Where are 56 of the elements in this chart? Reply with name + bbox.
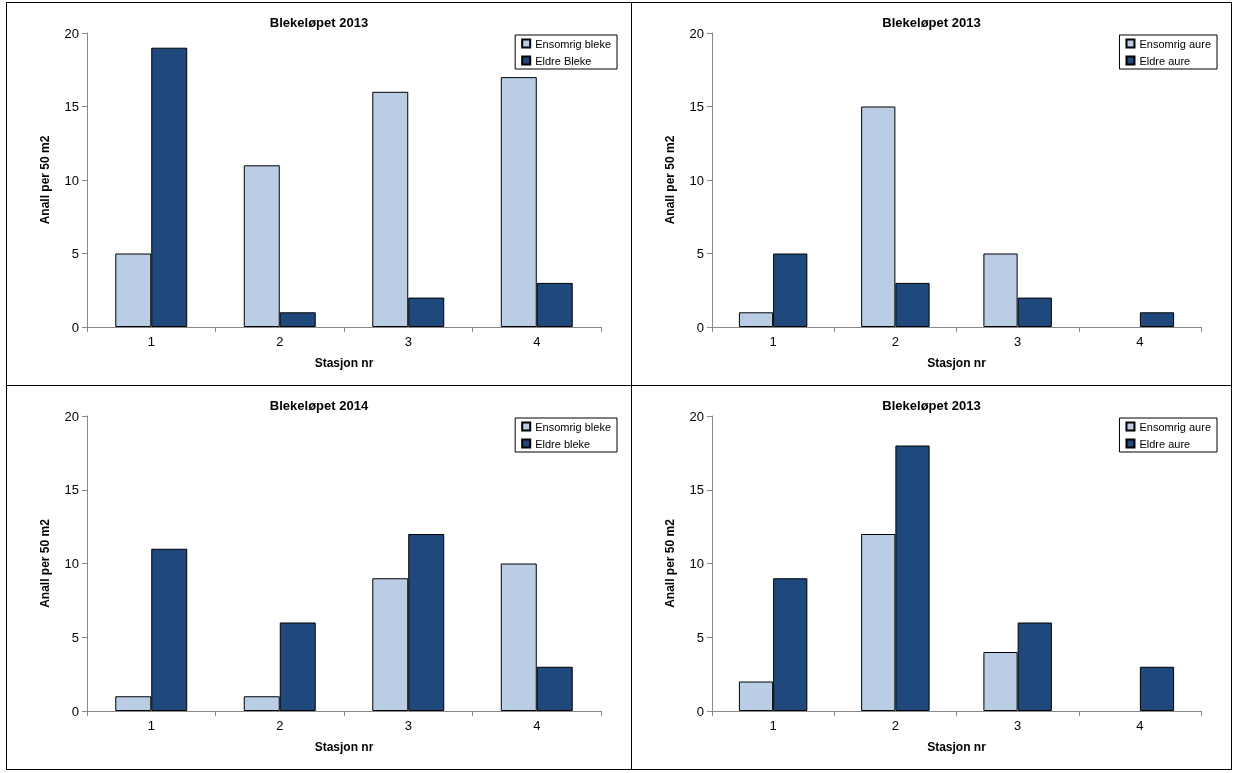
- y-axis-title: Anall per 50 m2: [663, 135, 677, 225]
- y-tick-label: 5: [71, 246, 79, 261]
- y-tick-label: 15: [64, 99, 79, 114]
- y-tick-label: 5: [696, 629, 704, 645]
- chart-title: Blekeløpet 2013: [269, 15, 369, 30]
- y-tick-label: 0: [71, 703, 79, 719]
- x-tick-label: 2: [891, 718, 899, 733]
- x-tick-label: 3: [1014, 334, 1022, 349]
- y-tick-label: 0: [696, 319, 704, 335]
- y-tick-label: 10: [64, 556, 79, 571]
- y-axis-title: Anall per 50 m2: [663, 518, 677, 608]
- x-axis-title: Stasjon nr: [927, 740, 987, 754]
- x-tick-label: 3: [404, 718, 412, 733]
- x-tick-label: 3: [1014, 718, 1022, 733]
- x-tick-label: 2: [891, 334, 899, 349]
- x-axis-title: Stasjon nr: [314, 356, 374, 370]
- legend-label: Ensomrig aure: [1139, 420, 1212, 433]
- legend-label: Ensomrig aure: [1139, 37, 1212, 50]
- x-tick-label: 4: [533, 334, 541, 349]
- legend-label: Eldre aure: [1139, 54, 1191, 67]
- y-tick-label: 0: [71, 319, 79, 335]
- x-tick-label: 4: [533, 718, 541, 733]
- y-tick-label: 20: [64, 408, 79, 424]
- chart-title: Blekeløpet 2014: [269, 398, 369, 413]
- y-axis-title: Anall per 50 m2: [38, 135, 52, 225]
- y-tick-label: 20: [64, 25, 79, 41]
- y-tick-label: 15: [689, 99, 704, 114]
- legend-label: Eldre bleke: [535, 437, 591, 450]
- legend-label: Eldre Bleke: [535, 54, 592, 67]
- x-axis-title: Stasjon nr: [927, 356, 987, 370]
- x-tick-label: 1: [147, 718, 155, 733]
- x-axis-title: Stasjon nr: [314, 740, 374, 754]
- legend-label: Ensomrig bleke: [535, 37, 612, 50]
- x-tick-label: 2: [276, 334, 284, 349]
- y-tick-label: 0: [696, 703, 704, 719]
- x-tick-label: 4: [1136, 718, 1144, 733]
- chart-title: Blekeløpet 2013: [882, 15, 981, 30]
- y-tick-label: 20: [689, 25, 704, 41]
- y-tick-label: 5: [71, 629, 79, 645]
- x-tick-label: 1: [147, 334, 155, 349]
- y-tick-label: 15: [689, 482, 704, 498]
- y-tick-label: 10: [689, 556, 704, 571]
- x-tick-label: 1: [769, 334, 777, 349]
- y-axis-title: Anall per 50 m2: [38, 518, 52, 608]
- y-tick-label: 15: [64, 482, 79, 498]
- chart-title: Blekeløpet 2013: [882, 398, 981, 413]
- y-tick-label: 10: [64, 172, 79, 188]
- x-tick-label: 2: [276, 718, 284, 733]
- x-tick-label: 1: [769, 718, 777, 733]
- y-tick-label: 10: [689, 172, 704, 188]
- legend-label: Eldre aure: [1139, 437, 1191, 450]
- y-tick-label: 20: [689, 408, 704, 424]
- x-tick-label: 4: [1136, 334, 1144, 349]
- y-tick-label: 5: [696, 246, 704, 261]
- legend-label: Ensomrig bleke: [535, 420, 612, 433]
- x-tick-label: 3: [404, 334, 412, 349]
